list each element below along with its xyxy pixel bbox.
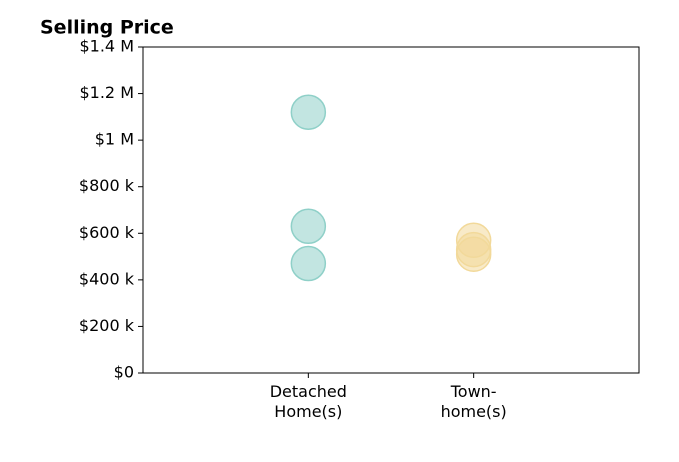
point (455, 236, 492, 272)
chart-title: Selling Price (40, 17, 174, 39)
plot-frame (142, 46, 640, 374)
y-tick-label: $1.2 M (79, 83, 134, 102)
y-tick-label: $400 k (79, 269, 135, 288)
y-tick-label: $800 k (79, 176, 135, 195)
point (290, 208, 327, 245)
y-tick-label: $200 k (79, 316, 135, 335)
x-tick-label: Town-home(s) (441, 382, 507, 421)
y-tick-label: $1.4 M (79, 37, 134, 56)
x-tick-label: Detached Home(s) (270, 382, 347, 421)
point (290, 245, 327, 282)
y-tick-label: $1 M (95, 130, 134, 149)
y-tick-label: $0 (114, 363, 134, 382)
point (290, 94, 327, 130)
y-tick-label: $600 k (79, 223, 135, 242)
